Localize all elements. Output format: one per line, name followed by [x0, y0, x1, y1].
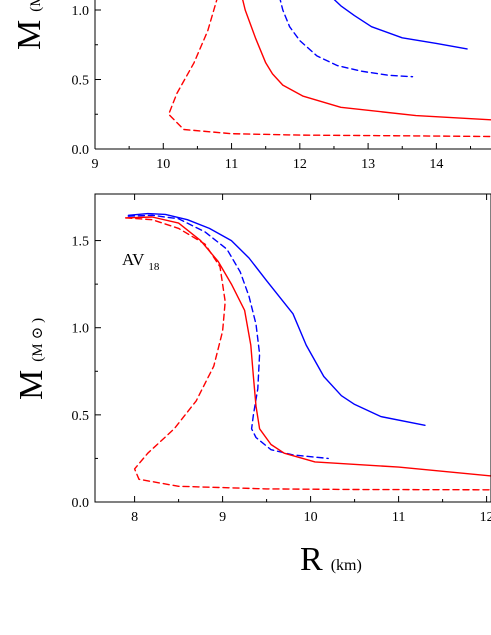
top-y-label: M (M — [11, 0, 48, 50]
bottom-x-label-sub: (km) — [331, 557, 362, 574]
curve-ff0000-solid — [242, 0, 491, 121]
x-tick-label: 9 — [219, 510, 226, 525]
bottom-plot-frame — [94, 193, 491, 503]
y-tick-label: 0.0 — [72, 496, 90, 511]
y-tick-label: 1.0 — [72, 322, 90, 337]
top-axis-ticks: 9 10 11 12 13 14 0.0 0.5 1.0 — [72, 4, 472, 172]
x-tick-label: 9 — [92, 157, 99, 172]
curve-ff0000-dashed — [168, 0, 491, 138]
curve-0000ff-solid — [127, 212, 426, 426]
bottom-curves — [125, 212, 491, 491]
top-y-label-sub: (M — [28, 0, 44, 12]
top-panel: 9 10 11 12 13 14 0.0 0.5 1.0 M (M — [11, 0, 491, 172]
top-curves — [168, 0, 491, 138]
bottom-axis-ticks: 8 9 10 11 12 0.0 0.5 1.0 1.5 — [72, 194, 491, 525]
y-tick-label: 1.5 — [72, 235, 90, 250]
x-tick-label: 11 — [392, 510, 405, 525]
y-tick-label: 1.0 — [72, 4, 90, 19]
y-tick-label: 0.5 — [72, 74, 90, 89]
bottom-y-label-main: M — [13, 370, 50, 400]
x-tick-label: 12 — [480, 510, 491, 525]
curve-0000ff-dashed — [127, 214, 329, 460]
bottom-x-label-main: R — [300, 541, 323, 578]
curve-0000ff-dashed — [279, 0, 414, 78]
curve-ff0000-dashed — [125, 217, 491, 491]
x-tick-label: 10 — [304, 510, 318, 525]
bottom-annotation: AV 18 — [122, 250, 160, 273]
y-tick-label: 0.5 — [72, 409, 90, 424]
x-tick-label: 10 — [156, 157, 170, 172]
x-tick-label: 11 — [225, 157, 238, 172]
curve-ff0000-solid — [125, 216, 491, 477]
bottom-annotation-sub: 18 — [148, 261, 160, 273]
curve-0000ff-solid — [333, 0, 468, 50]
bottom-annotation-main: AV — [122, 250, 145, 269]
top-y-label-main: M — [11, 20, 48, 50]
x-tick-label: 12 — [293, 157, 307, 172]
bottom-x-label: R (km) — [300, 541, 362, 578]
x-tick-label: 8 — [131, 510, 138, 525]
bottom-y-label: M (M ⊙ ) — [13, 318, 50, 400]
bottom-y-label-sub: (M — [30, 343, 46, 361]
bottom-y-label-close: ) — [30, 318, 46, 323]
bottom-panel: 8 9 10 11 12 0.0 0.5 1.0 1.5 AV 18 M (M ⊙ ) R (k… — [13, 193, 491, 578]
x-tick-label: 14 — [429, 157, 443, 172]
y-tick-label: 0.0 — [72, 143, 90, 158]
bottom-y-label-sun: ⊙ — [30, 327, 46, 340]
x-tick-label: 13 — [361, 157, 375, 172]
